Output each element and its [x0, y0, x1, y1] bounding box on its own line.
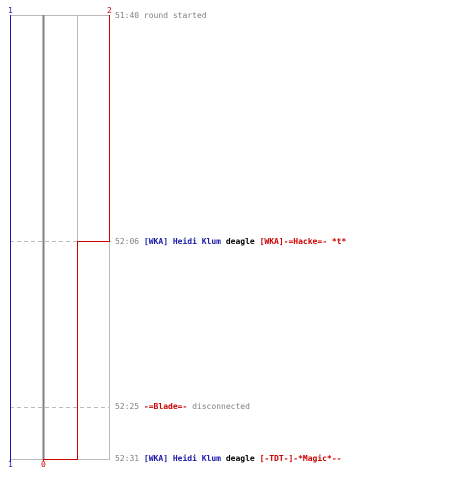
killer-name: Heidi Klum [168, 454, 221, 463]
weapon-name: deagle [225, 237, 255, 246]
player-name: -=Blade=- [143, 402, 188, 411]
killer-tag: [WKA] [143, 237, 169, 246]
team-a-end-count: 1 [8, 460, 13, 469]
team-b-start-count: 2 [107, 6, 112, 15]
event-kill: 52:31 [WKA] Heidi Klum deagle [-TDT-]-*M… [115, 454, 341, 464]
event-round-start: 51:40 round started [115, 11, 207, 21]
event-message: round started [143, 11, 207, 20]
team-b-end-count: 0 [41, 460, 46, 469]
victim-tag: [WKA] [259, 237, 284, 246]
team-a-start-count: 1 [8, 6, 13, 15]
killer-name: Heidi Klum [168, 237, 221, 246]
victim-name: -=Hacke=- *t* [283, 237, 347, 246]
event-disconnect: 52:25 -=Blade=- disconnected [115, 402, 250, 412]
event-time: 52:06 [115, 237, 140, 246]
event-time: 52:25 [115, 402, 140, 411]
timeline-frame [10, 15, 110, 460]
event-message: disconnected [192, 402, 250, 411]
weapon-name: deagle [225, 454, 255, 463]
victim-name: -*Magic*-- [293, 454, 342, 463]
event-time: 51:40 [115, 11, 140, 20]
event-kill: 52:06 [WKA] Heidi Klum deagle [WKA]-=Hac… [115, 237, 346, 247]
team-b-alive-line [43, 15, 110, 461]
victim-tag: [-TDT-] [259, 454, 294, 463]
killer-tag: [WKA] [143, 454, 169, 463]
event-time: 52:31 [115, 454, 140, 463]
